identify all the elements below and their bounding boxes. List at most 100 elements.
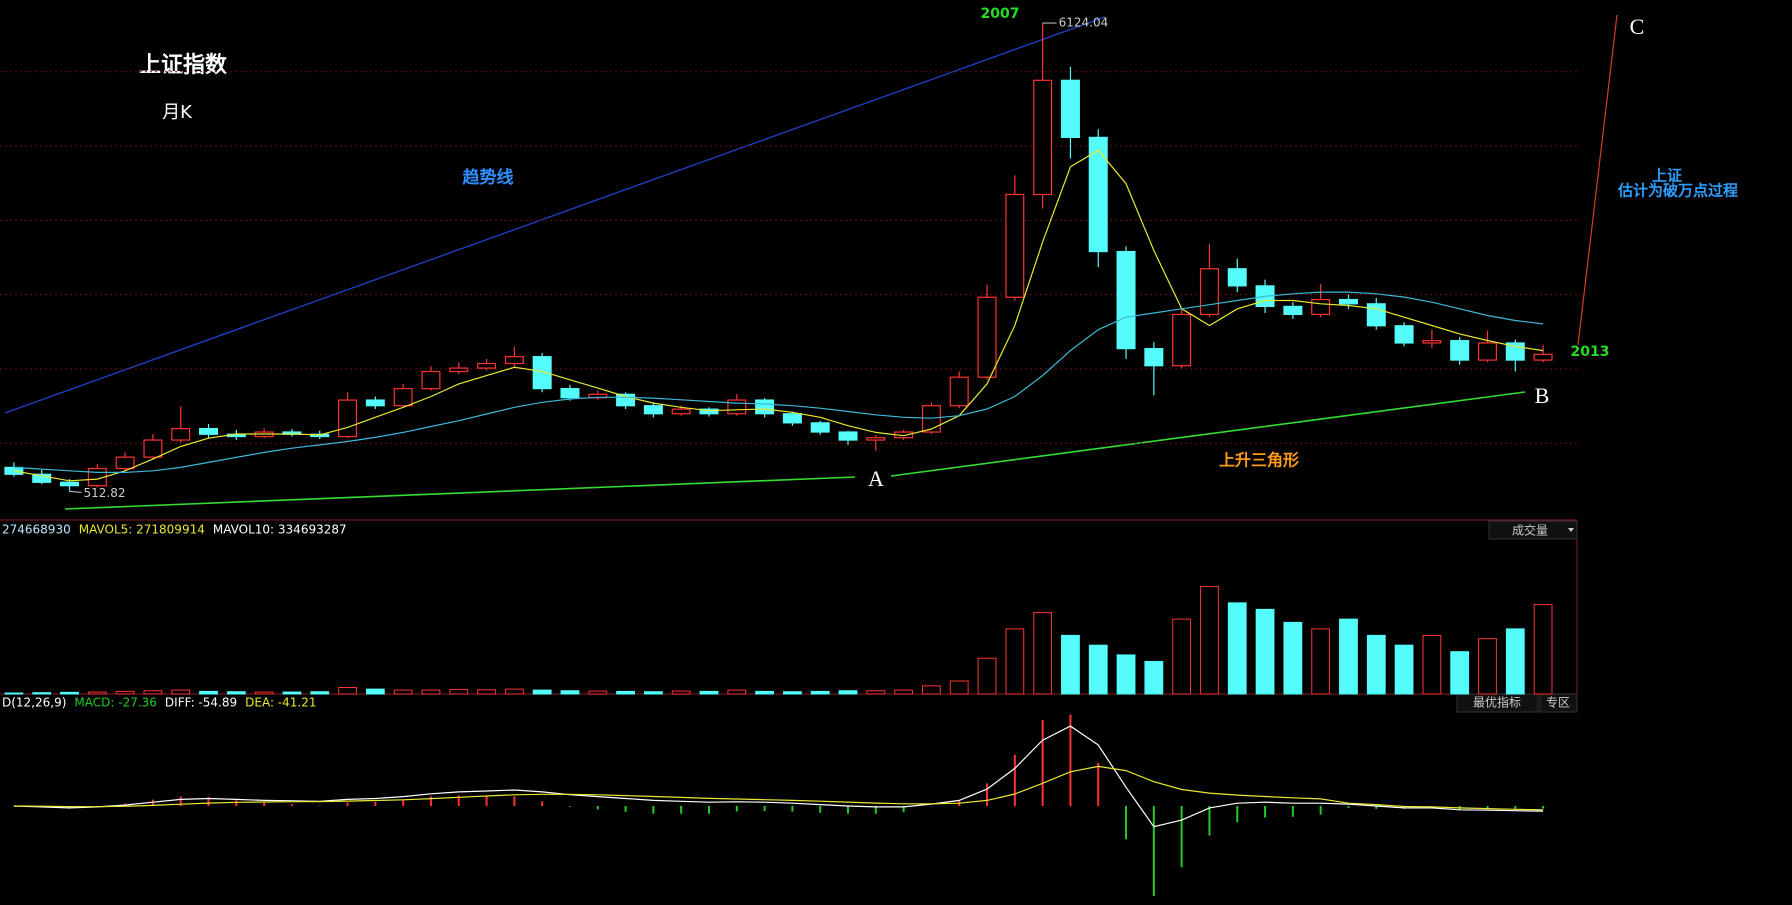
volume-bar <box>171 689 191 695</box>
volume-bar <box>1505 628 1525 695</box>
volume-bar <box>4 692 24 695</box>
candle-body <box>1366 303 1386 327</box>
button-label: 最优指标 <box>1473 695 1521 710</box>
volume-bar <box>1061 634 1080 695</box>
support-line <box>64 476 856 510</box>
candle-body <box>671 408 691 415</box>
volume-bar <box>588 690 608 695</box>
volume-bar <box>1366 634 1386 695</box>
volume-bar <box>421 689 441 695</box>
candle-body <box>1144 348 1164 367</box>
volume-bar <box>393 689 413 695</box>
trend-line <box>4 16 1106 414</box>
candle-body <box>477 362 497 369</box>
volume-bar <box>1339 618 1358 695</box>
candle-body <box>921 405 941 433</box>
candle-body <box>1116 250 1136 350</box>
annotation: 2007 <box>981 6 1020 22</box>
candle-body <box>782 413 802 424</box>
candle-body <box>171 428 191 441</box>
candle-body <box>532 356 552 390</box>
candle-body <box>421 370 441 390</box>
candle-body <box>449 367 469 373</box>
volume-bar <box>1255 608 1275 695</box>
volume-bar <box>1422 634 1442 695</box>
moving-average <box>13 149 1544 482</box>
volume-bar <box>810 690 830 695</box>
volume-bar <box>1394 644 1414 695</box>
volume-bar <box>1478 638 1497 695</box>
volume-bar <box>1200 586 1219 695</box>
volume-bar <box>1172 618 1192 695</box>
volume-bar <box>87 691 107 695</box>
candle-body <box>810 422 830 433</box>
trough-pointer <box>69 490 82 493</box>
volume-bar <box>977 657 997 695</box>
macd-line <box>13 765 1544 811</box>
candle-body <box>1005 193 1025 298</box>
candle-body <box>1227 268 1247 287</box>
volume-bar <box>838 690 858 695</box>
volume-bar <box>504 688 524 695</box>
volume-bar <box>727 689 747 695</box>
volume-bar <box>949 680 969 695</box>
candle-body <box>838 431 858 441</box>
volume-bar <box>226 691 246 695</box>
candle-body <box>866 437 886 441</box>
volume-bar <box>922 685 941 695</box>
support-line <box>890 391 1526 477</box>
volume-bar <box>560 690 580 695</box>
candle-body <box>1283 305 1303 316</box>
candle-body <box>143 439 163 458</box>
annotation: 上证 <box>1652 167 1682 185</box>
candle-body <box>727 399 747 415</box>
annotation: B <box>1535 383 1550 408</box>
candle-body <box>1422 340 1442 344</box>
candle-body <box>616 393 636 407</box>
volume-bar <box>532 689 552 695</box>
candle-body <box>60 481 80 487</box>
peak-label: 6124.04 <box>1059 16 1109 30</box>
candle-body <box>1060 79 1080 138</box>
volume-bar <box>199 690 218 695</box>
candle-body <box>504 356 524 365</box>
volume-bar <box>338 686 357 695</box>
volume-bar <box>449 688 469 695</box>
volume-bar <box>671 690 691 695</box>
indicator-button[interactable] <box>1539 693 1578 713</box>
dropdown-label: 成交量 <box>1512 523 1548 538</box>
annotation: A <box>868 466 884 491</box>
indicator-legend: 274668930 <box>2 523 71 537</box>
volume-bar <box>1311 628 1331 695</box>
volume-bar <box>365 688 385 695</box>
volume-bar <box>477 689 496 695</box>
volume-bar <box>60 691 79 695</box>
indicator-legend: MAVOL10: 334693287 <box>213 523 347 537</box>
indicator-button[interactable] <box>1456 693 1539 713</box>
volume-bar <box>1227 602 1247 695</box>
indicator-legend: MAVOL5: 271809914 <box>79 523 205 537</box>
dropdown-arrow <box>1568 528 1574 532</box>
chart-title: 上证指数 <box>139 52 228 78</box>
volume-bar <box>1088 644 1108 695</box>
volume-bar <box>143 690 163 695</box>
volume-bar <box>115 690 135 695</box>
volume-bar <box>32 692 52 695</box>
candle-body <box>1450 340 1470 361</box>
candle-body <box>1088 136 1108 253</box>
indicator-dropdown[interactable] <box>1488 520 1578 540</box>
candle-body <box>32 473 52 483</box>
candle-body <box>1394 325 1414 344</box>
indicator-legend: DIFF: -54.89 <box>165 696 237 710</box>
volume-bar <box>755 690 774 695</box>
annotation: 趋势线 <box>463 167 514 188</box>
volume-bar <box>1283 621 1303 695</box>
candle-body <box>338 399 358 438</box>
indicator-legend: MACD: -27.36 <box>74 696 157 710</box>
chart-subtitle: 月K <box>162 102 193 123</box>
moving-average <box>13 291 1544 473</box>
candle-body <box>1338 298 1358 305</box>
indicator-legend: D(12,26,9) <box>2 696 66 710</box>
volume-bar <box>1033 612 1053 695</box>
